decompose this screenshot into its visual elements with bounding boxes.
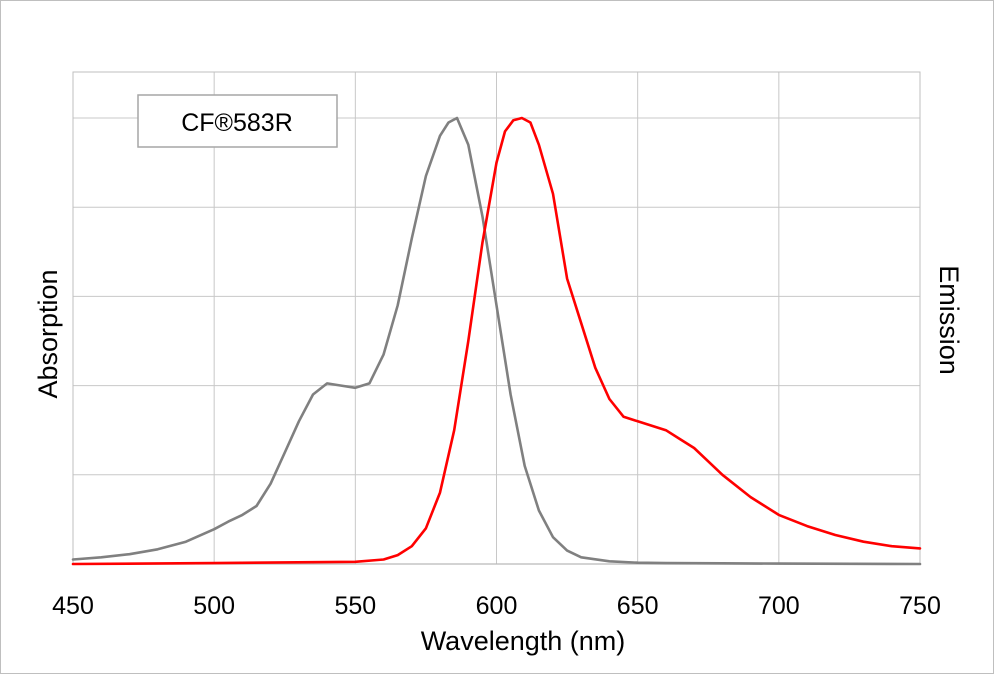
x-tick-label: 450 — [52, 592, 94, 620]
legend-label: CF®583R — [181, 109, 293, 137]
absorption-series-line — [71, 116, 922, 566]
x-tick-label: 650 — [617, 592, 659, 620]
plot-area — [72, 71, 921, 565]
legend: CF®583R — [137, 94, 338, 148]
x-axis-label: Wavelength (nm) — [421, 626, 626, 656]
series-layer — [71, 116, 922, 566]
legend-box — [137, 94, 338, 148]
y-axis-label-left: Absorption — [33, 269, 63, 398]
x-tick-labels: 450 500 550 600 650 700 750 — [52, 592, 941, 620]
x-tick-label: 550 — [334, 592, 376, 620]
emission-series-line — [71, 116, 922, 566]
x-tick-label: 600 — [476, 592, 518, 620]
y-axis-label-right: Emission — [934, 265, 964, 375]
x-tick-label: 700 — [758, 592, 800, 620]
x-tick-label: 750 — [899, 592, 941, 620]
x-tick-label: 500 — [193, 592, 235, 620]
